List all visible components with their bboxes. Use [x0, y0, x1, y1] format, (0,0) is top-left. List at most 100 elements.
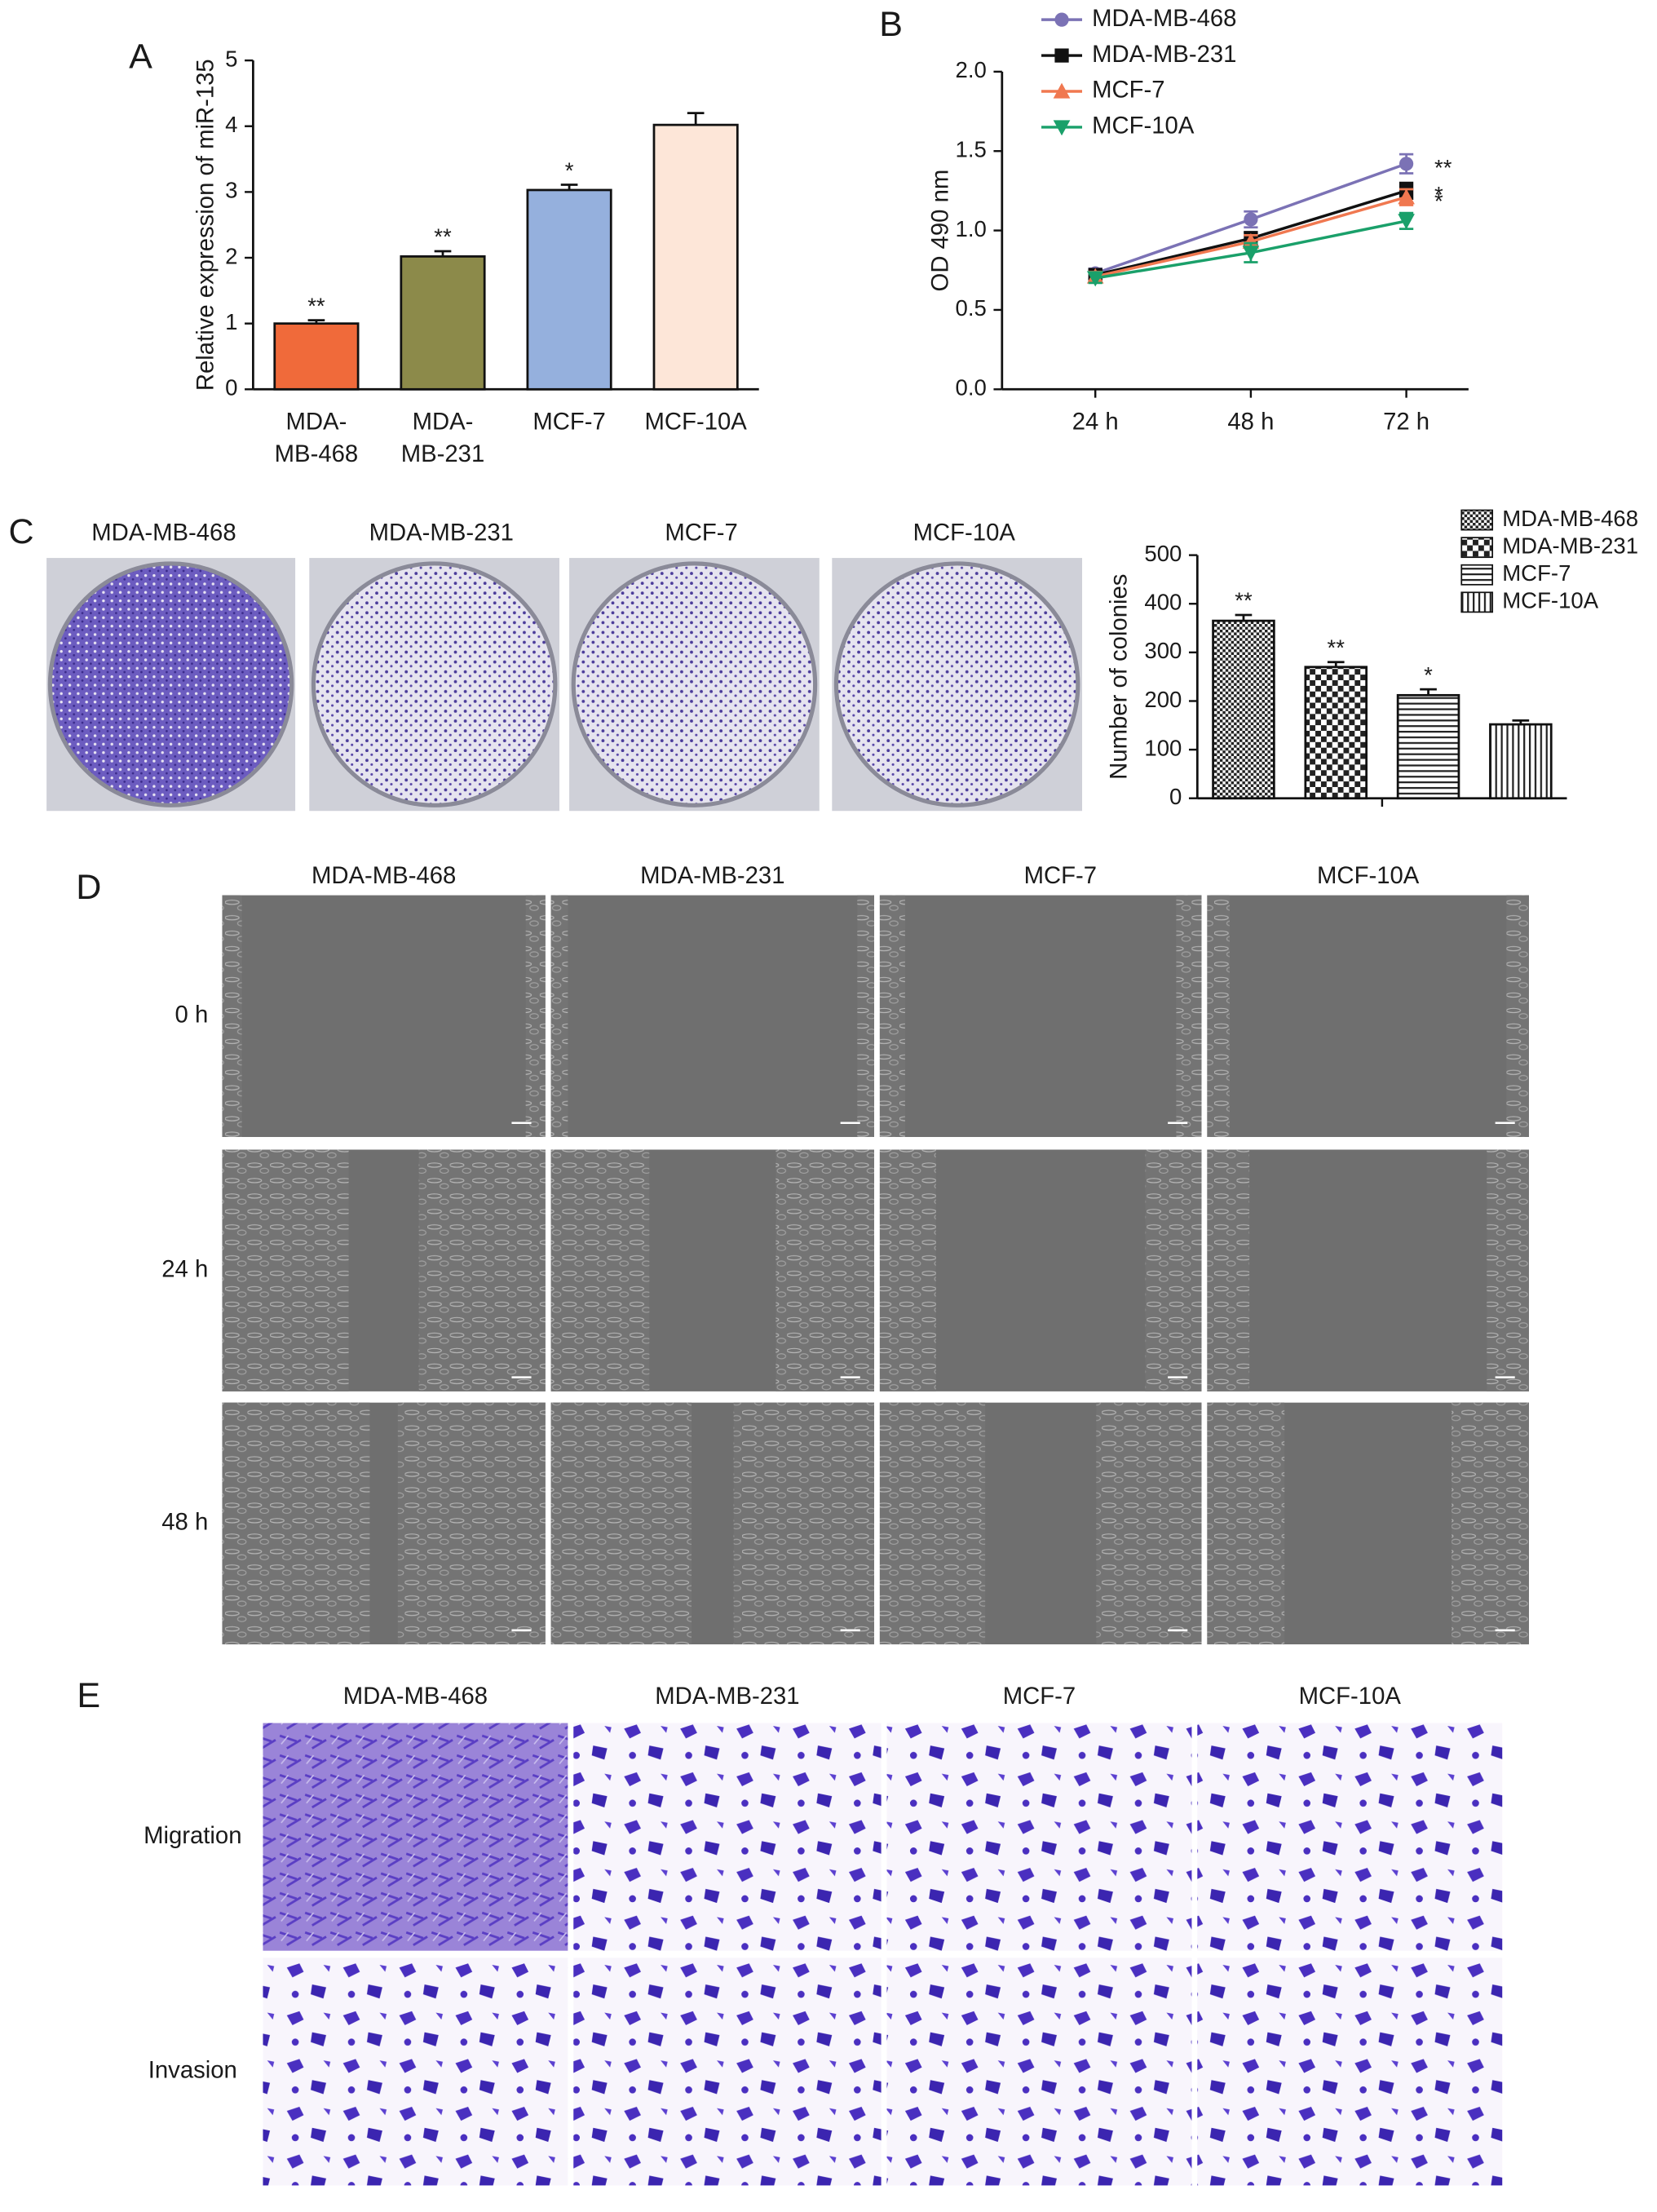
- image-column-label: MDA-MB-231: [369, 520, 514, 546]
- legend-marker: [1054, 12, 1069, 27]
- image-column-label: MCF-7: [1024, 862, 1097, 889]
- cell-front: [879, 1402, 986, 1645]
- cell-front: [550, 895, 568, 1137]
- stain-photo: [1197, 1723, 1503, 1951]
- y-tick-label: 0.0: [956, 375, 987, 400]
- cell-front: [879, 895, 905, 1137]
- cell-front: [550, 1402, 692, 1645]
- bar: [652, 123, 739, 391]
- cell-front: [857, 895, 875, 1137]
- cell-front: [1096, 1402, 1202, 1645]
- image-row-label: Migration: [144, 1822, 241, 1849]
- bar: [273, 322, 360, 391]
- y-tick-label: 1.0: [956, 216, 987, 241]
- cell-front: [222, 895, 242, 1137]
- stain-photo: [263, 1723, 568, 1951]
- legend-label: MDA-MB-468: [1092, 5, 1236, 32]
- stain-photo: [886, 1723, 1192, 1951]
- image-row-label: Invasion: [148, 2057, 237, 2084]
- cell-front: [222, 1149, 349, 1391]
- y-tick-label: 200: [1144, 687, 1182, 712]
- y-axis-label: OD 490 nm: [926, 170, 953, 292]
- image-column-label: MCF-7: [1003, 1683, 1076, 1710]
- x-tick-label: 72 h: [1383, 408, 1429, 435]
- micrograph: [1207, 1149, 1529, 1391]
- plate-dish: [833, 561, 1080, 807]
- annotation: *: [1424, 662, 1433, 688]
- panel-letter: A: [129, 38, 152, 77]
- y-tick-label: 0.5: [956, 295, 987, 321]
- y-axis-label: Number of colonies: [1105, 574, 1132, 780]
- stain-photo: [1197, 1958, 1503, 2186]
- image-row-label: 0 h: [175, 1002, 209, 1029]
- y-tick-label: 1: [225, 309, 237, 334]
- image-column-label: MCF-10A: [1299, 1683, 1402, 1710]
- legend-marker: [1054, 48, 1069, 63]
- bar: [1489, 723, 1553, 800]
- marker: [1398, 214, 1415, 230]
- legend-label: MCF-7: [1092, 77, 1164, 104]
- legend-marker: [1053, 120, 1071, 136]
- annotation: **: [1434, 155, 1452, 180]
- image-column-label: MCF-10A: [913, 520, 1016, 546]
- legend-swatch: [1460, 564, 1494, 586]
- legend-label: MCF-10A: [1092, 113, 1195, 139]
- cell-front: [1452, 1402, 1529, 1645]
- annotation: **: [1328, 635, 1345, 661]
- stain-photo: [573, 1723, 882, 1951]
- y-tick-label: 400: [1144, 590, 1182, 615]
- stain-photo: [263, 1958, 568, 2186]
- stain-photo: [886, 1958, 1192, 2186]
- panel-letter: B: [879, 5, 903, 44]
- annotation: **: [1235, 588, 1253, 613]
- legend-swatch: [1460, 509, 1494, 531]
- cell-front: [1207, 895, 1230, 1137]
- annotation: *: [1434, 182, 1443, 207]
- bar: [1212, 619, 1275, 800]
- y-tick-label: 5: [225, 46, 237, 71]
- y-tick-label: 3: [225, 178, 237, 203]
- image-column-label: MCF-10A: [1317, 862, 1420, 889]
- legend-swatch: [1460, 537, 1494, 559]
- cell-front: [525, 895, 546, 1137]
- image-column-label: MCF-7: [665, 520, 737, 546]
- cell-front: [879, 1149, 936, 1391]
- x-tick-label: MCF-7: [532, 408, 605, 435]
- y-tick-label: 2: [225, 243, 237, 268]
- image-column-label: MDA-MB-468: [343, 1683, 488, 1710]
- annotation: *: [1434, 188, 1443, 214]
- image-row-label: 24 h: [161, 1255, 208, 1282]
- cell-front: [418, 1149, 546, 1391]
- y-tick-label: 4: [225, 112, 237, 137]
- cell-front: [1207, 1402, 1285, 1645]
- cell-front: [1176, 895, 1202, 1137]
- cell-front: [1506, 895, 1529, 1137]
- cell-front: [1207, 1149, 1250, 1391]
- cell-front: [550, 1149, 650, 1391]
- annotation: **: [307, 293, 325, 318]
- marker: [1086, 271, 1104, 287]
- legend-swatch: [1460, 591, 1494, 613]
- legend-label: MDA-MB-468: [1502, 506, 1638, 531]
- panel-letter: E: [77, 1676, 100, 1715]
- y-axis-label: Relative expression of miR-135: [192, 59, 219, 391]
- legend-label: MDA-MB-231: [1092, 41, 1236, 68]
- cell-front: [1145, 1149, 1202, 1391]
- y-tick-label: 0: [225, 375, 237, 400]
- marker: [1398, 188, 1415, 205]
- bar: [400, 255, 486, 391]
- plate-dish: [47, 561, 294, 807]
- x-tick-label: 24 h: [1072, 408, 1119, 435]
- y-tick-label: 100: [1144, 735, 1182, 760]
- legend-label: MDA-MB-231: [1502, 533, 1638, 558]
- legend-label: MCF-7: [1502, 560, 1571, 586]
- marker: [1399, 157, 1414, 171]
- cell-front: [1487, 1149, 1529, 1391]
- image-column-label: MDA-MB-231: [640, 862, 784, 889]
- image-column-label: MDA-MB-468: [91, 520, 236, 546]
- y-tick-label: 500: [1144, 541, 1182, 566]
- cell-front: [775, 1149, 875, 1391]
- micrograph: [1207, 895, 1529, 1137]
- cell-front: [397, 1402, 546, 1645]
